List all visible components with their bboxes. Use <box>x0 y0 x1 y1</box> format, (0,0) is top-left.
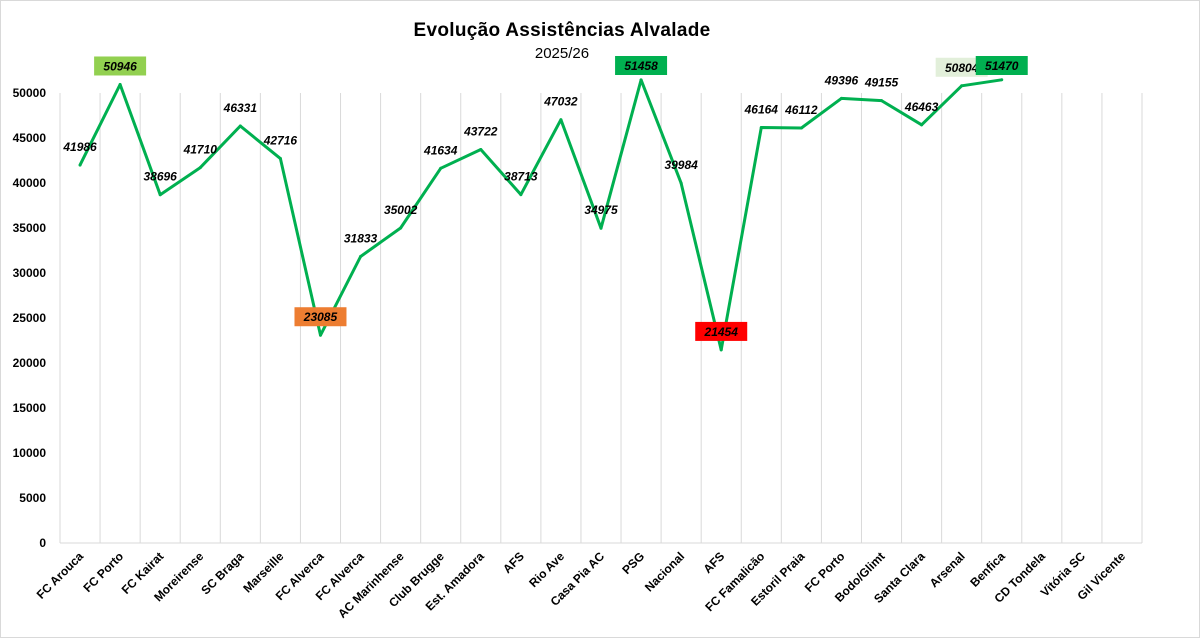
data-label-highlight <box>94 56 147 76</box>
y-tick-label: 35000 <box>13 221 47 235</box>
y-tick-label: 40000 <box>13 176 47 190</box>
data-label: 46164 <box>744 103 779 117</box>
y-tick-label: 50000 <box>13 86 47 100</box>
data-label: 49396 <box>824 73 859 87</box>
data-label: 43722 <box>463 125 498 139</box>
data-point <box>599 226 603 230</box>
y-tick-label: 5000 <box>19 491 46 505</box>
x-tick-label: Nacional <box>642 549 687 594</box>
data-label: 34975 <box>584 203 618 217</box>
x-tick-label: Benfica <box>967 549 1008 590</box>
x-tick-label: AFS <box>500 549 527 576</box>
data-label: 39984 <box>664 158 698 172</box>
data-label-highlight <box>294 307 347 327</box>
y-tick-label: 0 <box>39 536 46 550</box>
x-tick-label: SC Braga <box>198 549 246 597</box>
data-point <box>158 193 162 197</box>
data-label: 46112 <box>784 103 818 117</box>
data-point <box>759 126 763 130</box>
data-label-highlight <box>975 56 1028 75</box>
data-point <box>238 124 242 128</box>
data-label: 46331 <box>223 101 258 115</box>
data-label: 46463 <box>904 100 939 114</box>
data-label-highlight <box>935 57 988 77</box>
y-tick-label: 30000 <box>13 266 47 280</box>
data-point <box>198 166 202 170</box>
series-line <box>78 78 1002 352</box>
data-label: 35002 <box>384 203 418 217</box>
data-label: 31833 <box>344 232 378 246</box>
data-point <box>839 96 843 100</box>
data-point <box>799 126 803 130</box>
y-tick-label: 10000 <box>13 446 47 460</box>
data-label: 50804 <box>945 61 979 75</box>
data-label: 51458 <box>624 59 658 73</box>
data-label: 38696 <box>143 170 177 184</box>
data-point <box>278 157 282 161</box>
y-tick-label: 25000 <box>13 311 47 325</box>
data-label: 49155 <box>864 76 899 90</box>
data-label: 41986 <box>62 140 97 154</box>
x-tick-label: PSG <box>619 549 647 577</box>
data-point <box>559 118 563 122</box>
x-tick-label: Arsenal <box>927 549 968 590</box>
chart-title: Evolução Assistências Alvalade <box>413 20 711 41</box>
data-label: 38713 <box>504 170 538 184</box>
data-point <box>359 255 363 259</box>
x-tick-label: FC Arouca <box>34 549 87 602</box>
y-tick-label: 15000 <box>13 401 47 415</box>
data-label: 23085 <box>303 310 338 324</box>
data-label: 21454 <box>704 325 739 339</box>
data-point <box>880 99 884 103</box>
chart-subtitle: 2025/26 <box>534 45 590 62</box>
data-label: 51470 <box>985 59 1019 73</box>
data-point <box>399 226 403 230</box>
data-point <box>519 193 523 197</box>
data-point <box>960 84 964 88</box>
data-label-highlight <box>695 321 748 341</box>
x-tick-label: Rio Ave <box>526 549 567 590</box>
gridlines <box>59 93 1143 543</box>
data-point <box>78 163 82 167</box>
data-point <box>1000 78 1004 82</box>
data-label: 41634 <box>423 143 458 157</box>
data-labels: 41986 50946 38696 41710 46331 42716 23085 31833… <box>62 56 1028 341</box>
data-point <box>679 181 683 185</box>
x-tick-label: AFS <box>700 549 727 576</box>
y-tick-label: 45000 <box>13 131 47 145</box>
data-point <box>719 348 723 352</box>
data-label: 47032 <box>543 95 578 109</box>
data-point <box>479 148 483 152</box>
data-point <box>639 78 643 82</box>
data-label-highlight <box>615 56 668 75</box>
data-point <box>318 333 322 337</box>
data-point <box>920 123 924 127</box>
data-point <box>118 82 122 86</box>
y-tick-label: 20000 <box>13 356 47 370</box>
data-point <box>439 166 443 170</box>
data-label: 42716 <box>263 134 298 148</box>
data-label: 50946 <box>103 59 137 73</box>
data-label: 41710 <box>183 143 218 157</box>
